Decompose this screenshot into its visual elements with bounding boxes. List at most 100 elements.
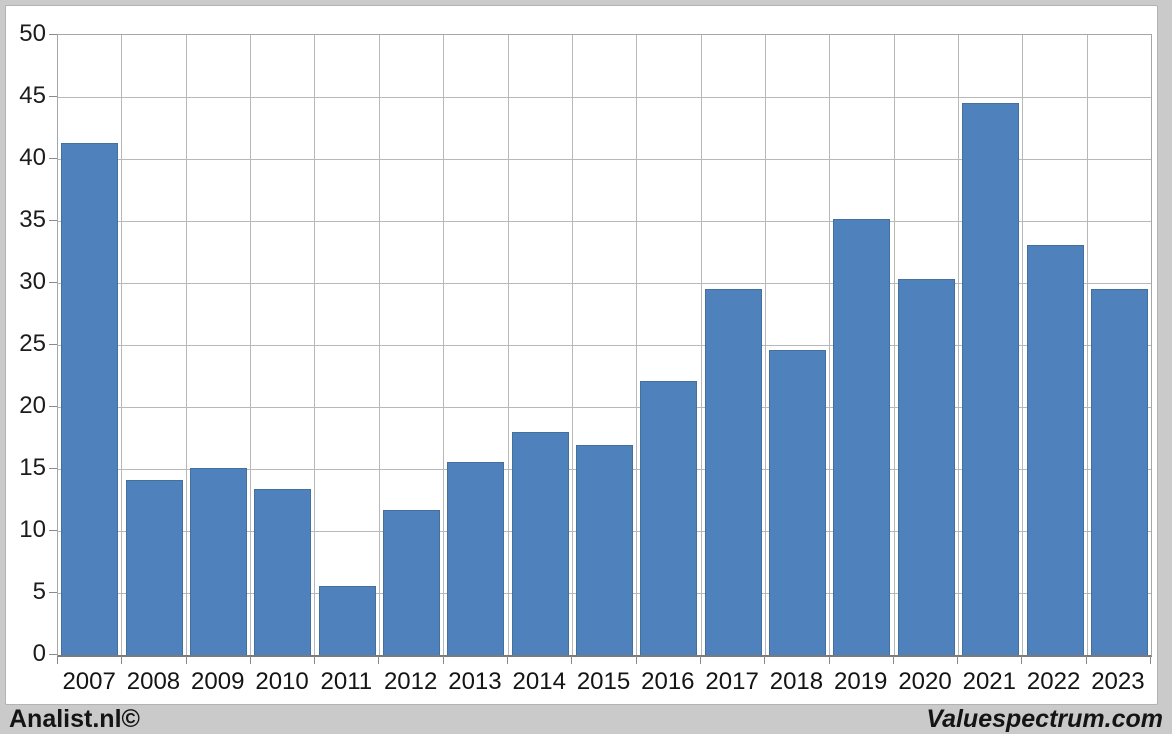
bar-column xyxy=(380,35,445,655)
y-axis-ticks xyxy=(49,34,57,655)
x-axis-tick xyxy=(1085,656,1087,664)
bar-2023 xyxy=(1090,289,1148,655)
bar-column xyxy=(766,35,831,655)
gridline xyxy=(58,345,1151,346)
x-axis-label: 2014 xyxy=(512,668,566,695)
y-axis-label: 35 xyxy=(19,206,46,233)
gridline xyxy=(58,283,1151,284)
bar-2018 xyxy=(769,349,827,655)
bar-2007 xyxy=(61,142,119,655)
y-axis-label: 0 xyxy=(32,640,46,667)
bar-column xyxy=(251,35,316,655)
bar-2013 xyxy=(447,461,505,655)
x-axis-label: 2008 xyxy=(126,668,181,695)
x-axis-label: 2019 xyxy=(834,668,888,695)
y-axis-label: 50 xyxy=(19,20,46,47)
bar-2019 xyxy=(833,218,891,655)
bar-column xyxy=(187,35,252,655)
bar-column xyxy=(702,35,766,655)
y-axis-tick xyxy=(49,96,57,97)
bar-column xyxy=(58,35,123,655)
y-axis-tick xyxy=(49,158,57,159)
bar-column xyxy=(637,35,702,655)
valuespectrum-credit: Valuespectrum.com xyxy=(926,705,1163,733)
bar-2020 xyxy=(897,279,955,655)
bar-2017 xyxy=(704,289,762,655)
chart-panel: 0 5 10 15 20 25 30 35 40 45 50 2007 2008 2009 2010 201… xyxy=(5,5,1158,705)
bar-series xyxy=(58,35,1151,655)
x-axis-label: 2010 xyxy=(255,668,309,695)
y-axis-label: 5 xyxy=(32,578,46,605)
x-axis-tick xyxy=(1150,656,1151,664)
y-axis-tick xyxy=(49,468,57,469)
y-axis-tick xyxy=(49,654,57,655)
x-axis-tick xyxy=(1021,656,1023,664)
x-axis-tick xyxy=(828,656,830,664)
y-axis-tick xyxy=(49,220,57,221)
x-axis-tick xyxy=(314,656,316,664)
bar-column xyxy=(959,35,1024,655)
x-axis-label: 2015 xyxy=(576,668,631,695)
x-axis-tick xyxy=(892,656,894,664)
x-axis-tick xyxy=(635,656,637,664)
x-axis-tick xyxy=(121,656,123,664)
gridline xyxy=(58,407,1151,408)
x-axis: 2007 2008 2009 2010 2011 2012 2013 2014 2015 2016… xyxy=(57,668,1150,697)
gridline xyxy=(58,221,1151,222)
bar-2010 xyxy=(254,488,312,655)
x-axis-tick xyxy=(507,656,509,664)
bar-column xyxy=(315,35,380,655)
attribution-bar: Analist.nl© Valuespectrum.com xyxy=(0,705,1172,734)
x-axis-label: 2011 xyxy=(320,668,373,695)
x-axis-label: 2018 xyxy=(769,668,824,695)
y-axis-label: 30 xyxy=(19,268,46,295)
x-axis-label: 2021 xyxy=(962,668,1016,695)
y-axis-label: 20 xyxy=(19,392,46,419)
x-axis-label: 2013 xyxy=(448,668,502,695)
bar-column xyxy=(122,35,187,655)
bar-2012 xyxy=(382,509,440,655)
bar-2011 xyxy=(318,585,376,655)
bar-2016 xyxy=(640,380,698,655)
y-axis-label: 25 xyxy=(19,330,46,357)
y-axis: 0 5 10 15 20 25 30 35 40 45 50 xyxy=(6,22,46,666)
y-axis-tick xyxy=(49,344,57,345)
gridline xyxy=(58,159,1151,160)
y-axis-tick xyxy=(49,406,57,407)
x-axis-tick xyxy=(378,656,380,664)
x-axis-tick xyxy=(57,656,58,664)
y-axis-label: 45 xyxy=(19,82,46,109)
x-axis-tick xyxy=(764,656,766,664)
bar-2015 xyxy=(576,445,634,655)
x-axis-label: 2016 xyxy=(641,668,695,695)
bar-2014 xyxy=(511,431,569,655)
x-axis-label: 2007 xyxy=(62,668,116,695)
y-axis-label: 15 xyxy=(19,454,46,481)
bar-column xyxy=(1023,35,1088,655)
x-axis-label: 2020 xyxy=(898,668,952,695)
bar-column xyxy=(830,35,895,655)
y-axis-label: 40 xyxy=(19,144,46,171)
x-axis-label: 2023 xyxy=(1091,668,1145,695)
bar-2021 xyxy=(962,103,1020,655)
x-axis-label: 2017 xyxy=(705,668,759,695)
x-axis-tick xyxy=(442,656,444,664)
x-axis-tick xyxy=(185,656,187,664)
bar-column xyxy=(444,35,509,655)
gridline xyxy=(58,97,1151,98)
x-axis-label: 2012 xyxy=(383,668,438,695)
x-axis-label: 2022 xyxy=(1026,668,1081,695)
bar-2009 xyxy=(189,467,247,655)
x-axis-tick xyxy=(957,656,959,664)
x-axis-ticks xyxy=(57,656,1151,664)
bar-column xyxy=(573,35,638,655)
x-axis-label: 2009 xyxy=(191,668,245,695)
y-axis-tick xyxy=(49,282,57,283)
x-axis-tick xyxy=(571,656,573,664)
y-axis-label: 10 xyxy=(19,516,46,543)
bar-column xyxy=(509,35,573,655)
y-axis-tick xyxy=(49,592,57,593)
x-axis-tick xyxy=(249,656,251,664)
bar-column xyxy=(1088,35,1151,655)
